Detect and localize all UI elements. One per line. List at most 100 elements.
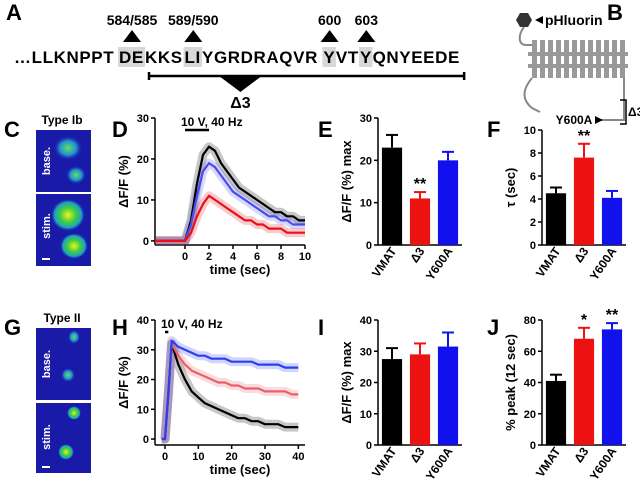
series-line: [161, 339, 299, 441]
x-tick-label: 8: [278, 251, 284, 263]
chart-d: D 0 10 20 30 ΔF/F (%) 0 2 4 6 8 10 time (sec) 10 V, 4…: [112, 113, 311, 277]
sequence-part: YGRDRAQVR: [202, 48, 318, 67]
y-tick-label: 40: [524, 378, 536, 390]
site-marker: [123, 30, 142, 42]
site-marker: [184, 30, 203, 42]
y-tick-label: 20: [137, 375, 149, 387]
y-tick-label: 10: [137, 195, 149, 207]
y-axis-label: % peak (12 sec): [503, 334, 518, 431]
x-axis-label: time (sec): [210, 462, 271, 477]
topology-diagram: B pHluorin Y600A Δ3: [516, 0, 640, 127]
bouton: [60, 233, 88, 259]
site-marker: [357, 30, 376, 42]
series-line: [155, 194, 305, 242]
row-label: stim.: [41, 213, 53, 239]
y-tick-label: 30: [360, 346, 372, 358]
sequence-part: DE: [119, 48, 144, 67]
series-line: [161, 342, 299, 441]
x-tick-label: 30: [259, 451, 271, 463]
panel-label: J: [487, 315, 499, 340]
significance: **: [578, 128, 591, 145]
image-panel-c: C Type Ib base. stim.: [4, 113, 91, 266]
sequence-part: KKS: [145, 48, 183, 67]
y-tick-label: 20: [137, 154, 149, 166]
bar: [601, 329, 623, 445]
category-label: VMAT: [533, 244, 564, 280]
panel-title: Type II: [43, 311, 80, 325]
y-tick-label: 20: [524, 409, 536, 421]
y-tick-label: 40: [137, 315, 149, 327]
highlight: [183, 47, 203, 67]
y-tick-label: 80: [524, 315, 536, 327]
panel-label: D: [112, 117, 128, 142]
panel-label: F: [487, 117, 500, 142]
y-tick-label: 30: [360, 113, 372, 125]
y-tick-label: 20: [360, 378, 372, 390]
membrane-helices: [528, 40, 628, 78]
category-label: Δ3: [571, 244, 591, 265]
x-tick-label: 4: [230, 251, 237, 263]
category-label: VMAT: [369, 444, 400, 480]
panel-label: C: [4, 117, 20, 142]
y-tick-label: 6: [530, 171, 536, 183]
category-label: Δ3: [407, 444, 427, 465]
y-axis-label: τ (sec): [503, 168, 518, 208]
bouton: [54, 136, 82, 160]
bar: [545, 380, 567, 445]
highlight: [322, 47, 336, 67]
y-tick-label: 0: [530, 440, 536, 452]
y-tick-label: 0: [530, 240, 536, 252]
sequence-part: Y: [323, 48, 335, 67]
category-label: Δ3: [571, 444, 591, 465]
bar: [437, 160, 459, 245]
y-tick-label: 60: [524, 346, 536, 358]
deletion-label: Δ3: [628, 105, 640, 119]
deletion-label: Δ3: [230, 95, 251, 112]
highlight: [117, 47, 146, 67]
x-tick-label: 6: [254, 251, 260, 263]
y-tick-label: 2: [530, 217, 536, 229]
bar: [381, 359, 403, 445]
y-tick-label: 10: [360, 409, 372, 421]
category-label: Y600A: [587, 244, 620, 282]
bouton: [51, 199, 85, 231]
panel-label: I: [318, 315, 324, 340]
charts: D 0 10 20 30 ΔF/F (%) 0 2 4 6 8 10 time (sec) 10 V, 4…: [112, 113, 626, 483]
tag-icon: [516, 13, 532, 27]
x-tick-label: 10: [192, 451, 204, 463]
scale-bar: [42, 258, 50, 260]
panel-label: H: [112, 315, 128, 340]
sequence: …LLKNPPT DE KKS LI YGRDRAQVR Y VT Y QNYEEDE584/5…: [14, 12, 466, 112]
chart-h: H 0 10 20 30 40 ΔF/F (%) 0 10 20 30 40 time (sec) 10 …: [112, 315, 305, 477]
bouton: [68, 330, 80, 344]
bar: [601, 197, 623, 245]
y-tick-label: 40: [360, 315, 372, 327]
arrow: [595, 116, 603, 124]
sequence-part: LI: [185, 48, 201, 67]
y-axis-label: ΔF/F (%) max: [339, 140, 354, 223]
y-axis-label: ΔF/F (%): [116, 356, 131, 409]
panel-label: B: [607, 0, 623, 25]
x-tick-label: 2: [206, 251, 212, 263]
bar: [381, 147, 403, 245]
stimulus-label: 10 V, 40 Hz: [181, 115, 243, 129]
x-axis-label: time (sec): [210, 262, 271, 277]
y-axis-label: ΔF/F (%): [116, 155, 131, 208]
sequence-part: …LLKNPPT: [14, 48, 114, 67]
stimulus-label: 10 V, 40 Hz: [161, 317, 223, 331]
panel-label: E: [318, 117, 333, 142]
site-label: 600: [318, 12, 342, 28]
bar: [409, 198, 431, 245]
arrow: [535, 16, 543, 24]
bouton: [66, 166, 86, 184]
y-tick-label: 10: [360, 198, 372, 210]
deletion-bracket: [147, 72, 466, 80]
category-label: Δ3: [407, 244, 427, 265]
sequence-part: VT: [336, 48, 359, 67]
tag-label: pHluorin: [545, 12, 603, 28]
sequence-part: QNYEEDE: [373, 48, 460, 67]
